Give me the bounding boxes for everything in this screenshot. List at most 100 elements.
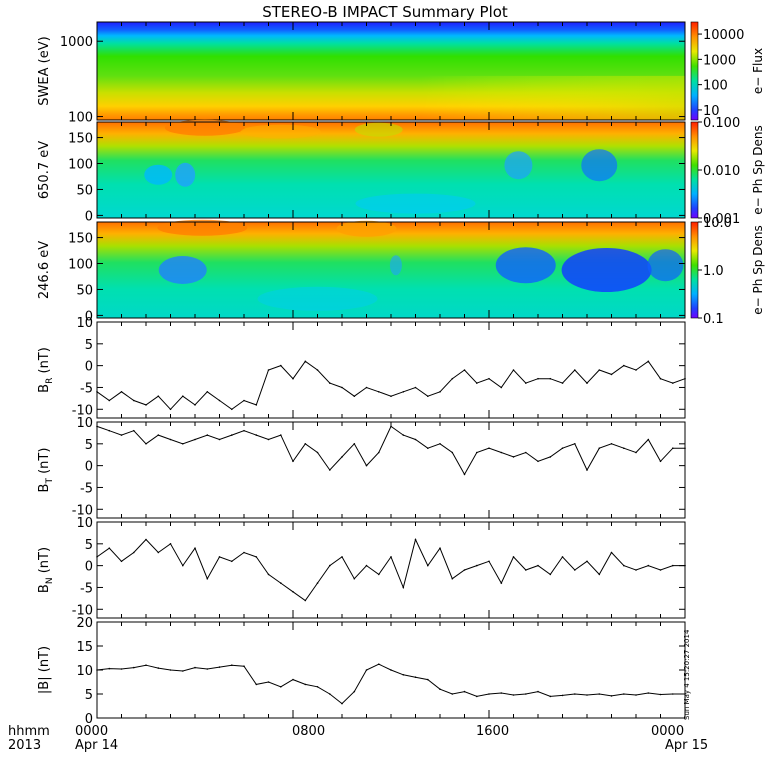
swea-spectrogram-fade [97,75,685,120]
colorbar-1-tick-label: 100 [703,79,728,94]
data-point-6 [280,582,282,584]
ylabel-unit: (nT) [37,547,52,577]
data-point-7 [610,695,613,697]
data-point-4 [427,395,429,398]
data-point-5 [145,443,147,445]
data-point-7 [549,695,552,698]
data-point-6 [414,538,417,541]
data-point-6 [525,569,527,571]
data-point-5 [561,447,564,450]
data-point-5 [586,469,588,471]
data-point-7 [439,688,441,690]
data-point-6 [169,543,172,545]
pad-blob-3 [389,255,402,276]
data-point-7 [574,693,576,695]
data-point-4 [390,395,392,398]
data-point-4 [267,369,270,371]
data-point-5 [598,447,601,450]
data-point-4 [647,360,650,363]
data-point-5 [169,438,172,441]
panel-frame-6 [96,521,686,619]
panel-5-ytick-label: 0 [85,460,93,475]
panel-4-ytick-label: 10 [76,316,93,331]
colorbar-2-tick-label: 0.100 [703,116,740,131]
data-point-4 [255,404,258,406]
data-point-5 [672,447,674,450]
data-point-6 [267,573,270,576]
data-point-6 [255,556,258,558]
data-point-7 [194,666,196,669]
panel-frame-5 [96,421,686,519]
panel-2-ylabel: 650.7 eV [37,141,52,199]
data-point-7 [500,692,503,694]
panel-7-ylabel: |B| (nT) [37,646,52,694]
data-point-7 [292,678,294,681]
data-point-6 [427,564,429,567]
data-point-4 [659,377,662,380]
data-point-5 [427,447,429,450]
x-tick-label-1: 0800 [292,724,325,739]
x-row1-label: hhmm [8,724,50,739]
data-point-6 [500,582,503,584]
data-point-6 [329,564,331,567]
colorbar-2 [690,121,699,219]
x-tick-label-3: 0000 [651,724,684,739]
data-point-6 [341,556,343,558]
pad-blob-2 [175,162,196,187]
data-point-6 [672,564,674,567]
data-point-4 [182,395,184,398]
pad-blob-2 [144,164,173,185]
data-point-5 [537,460,539,463]
panel-7-ytick-label: 5 [85,688,93,703]
data-point-7 [488,693,490,695]
data-point-4 [108,399,111,402]
data-point-6 [623,564,625,567]
data-point-6 [206,577,209,580]
panel-6-ylabel: BN (nT) [37,547,55,593]
data-point-7 [329,693,331,695]
data-point-7 [451,693,454,695]
data-point-6 [243,551,245,554]
data-point-7 [231,664,233,666]
data-point-6 [231,560,233,563]
data-point-7 [476,695,478,698]
data-point-4 [476,382,478,384]
data-point-6 [463,569,466,571]
ylabel-main: B [37,584,52,593]
panel-3-ytick-label: 0 [85,309,93,324]
data-point-5 [243,429,245,432]
data-point-7 [512,694,515,696]
data-point-6 [635,569,637,571]
data-point-7 [672,693,674,695]
data-point-6 [157,551,160,554]
colorbar-2-label: e− Ph Sp Dens [751,125,765,214]
ylabel-unit: (nT) [37,646,52,676]
data-point-5 [194,438,196,441]
data-point-6 [402,586,405,589]
data-point-7 [623,693,625,695]
data-point-4 [500,386,503,389]
panel-6-ytick-label: 5 [85,538,93,553]
data-point-5 [574,443,576,445]
data-point-4 [145,404,147,406]
data-point-4 [341,386,343,389]
data-point-4 [610,373,613,376]
data-point-7 [145,664,147,666]
ylabel-subscript: T [45,478,55,485]
panel-7-ytick-label: 15 [76,640,93,655]
panel-6-ytick-label: -10 [72,603,93,618]
panel-4-ylabel: BR (nT) [37,347,55,393]
data-point-5 [476,451,478,454]
x-tick-label-2: 1600 [476,724,509,739]
data-point-5 [292,460,294,463]
data-point-5 [378,451,380,454]
data-point-7 [647,692,650,694]
data-point-7 [108,667,111,670]
data-point-4 [292,377,294,380]
data-point-7 [157,667,160,669]
data-point-4 [635,369,637,371]
data-point-5 [341,456,343,458]
panel-3-ytick-label: 50 [76,283,93,298]
pad-blob-3 [561,248,652,292]
panel-5-ytick-label: 10 [76,416,93,431]
